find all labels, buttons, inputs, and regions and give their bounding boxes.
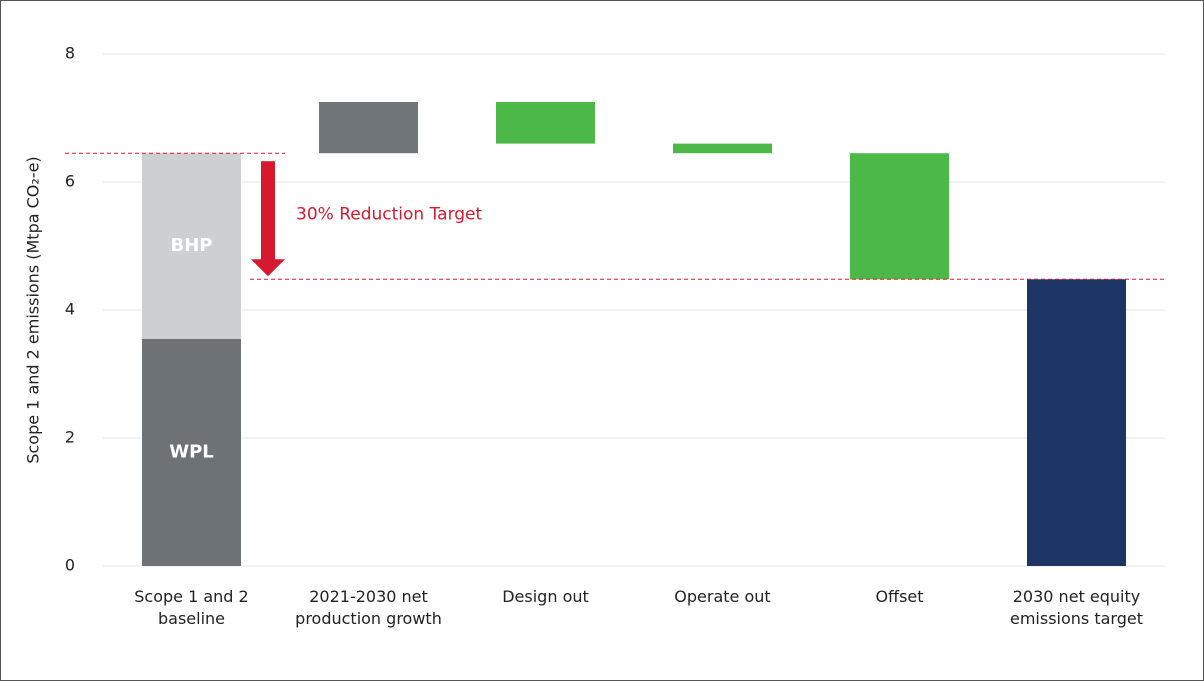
x-tick-label: Offset <box>875 587 924 606</box>
arrow-head <box>251 259 285 277</box>
x-tick-label: Scope 1 and 2 baseline <box>134 587 249 628</box>
y-tick-label: 0 <box>65 556 75 575</box>
annotation: 30% Reduction Target <box>296 205 483 225</box>
x-tick-label: Design out <box>502 587 589 606</box>
y-tick-label: 6 <box>65 172 75 191</box>
bar <box>142 153 241 339</box>
arrow-shaft <box>261 161 275 261</box>
x-tick-label: 2030 net equity emissions target <box>1010 587 1143 628</box>
bar <box>319 102 418 154</box>
bar <box>1027 279 1126 566</box>
bar <box>850 153 949 280</box>
x-tick-label: 2021-2030 net production growth <box>295 587 442 628</box>
y-tick-label: 2 <box>65 428 75 447</box>
bar <box>496 102 595 144</box>
bar <box>142 338 241 566</box>
y-tick-label: 4 <box>65 300 75 319</box>
segment-label: BHP <box>171 235 213 256</box>
y-tick-label: 8 <box>65 44 75 63</box>
y-axis-label: Scope 1 and 2 emissions (Mtpa CO₂-e) <box>24 156 43 463</box>
x-tick-label: Operate out <box>674 587 771 606</box>
segment-label: WPL <box>169 441 214 462</box>
bar <box>673 143 772 154</box>
